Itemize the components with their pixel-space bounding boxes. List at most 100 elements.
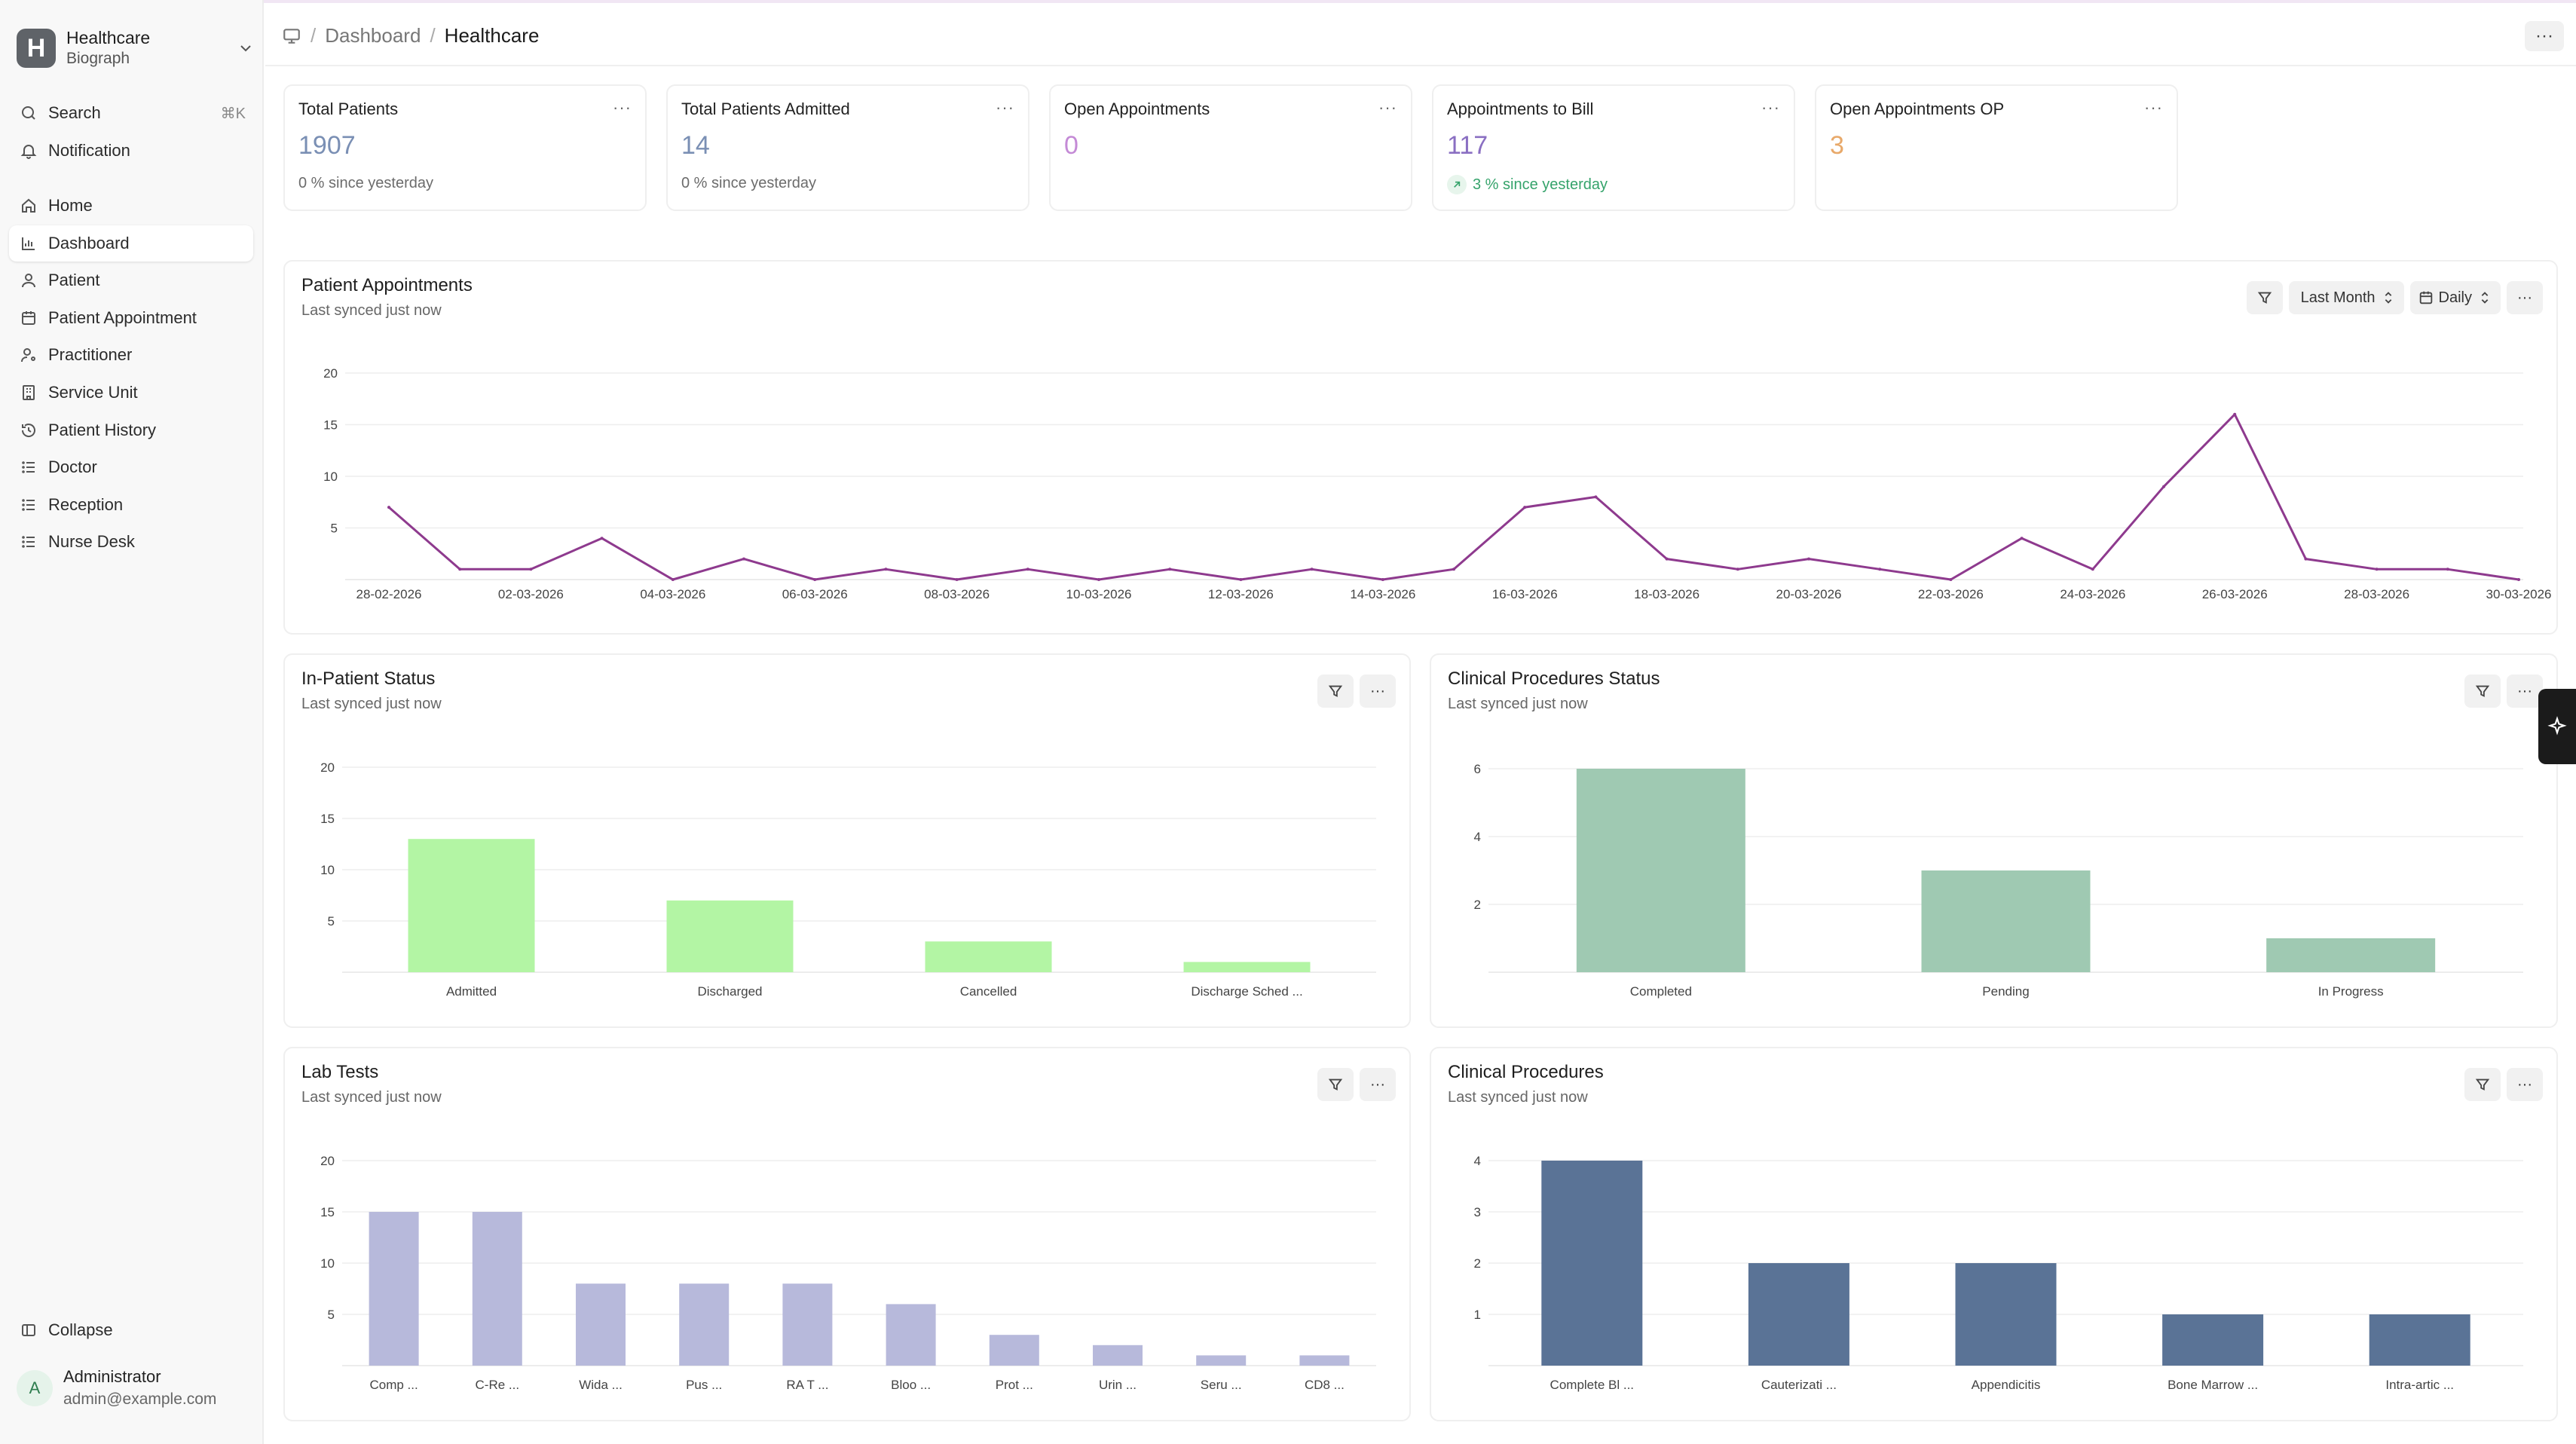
bar[interactable] — [666, 900, 794, 972]
filter-button[interactable] — [1317, 675, 1354, 708]
y-tick-label: 4 — [1474, 830, 1481, 844]
bar[interactable] — [1748, 1263, 1849, 1366]
data-point[interactable] — [1452, 568, 1455, 571]
kpi-delta: 0 % since yesterday — [298, 175, 433, 192]
kpi-title: Total Patients — [298, 99, 399, 118]
bar[interactable] — [408, 839, 535, 972]
kpi-menu-button[interactable]: ··· — [1378, 98, 1397, 117]
sidebar-item-label: Patient Appointment — [48, 307, 197, 327]
workspace-switcher[interactable]: H Healthcare Biograph — [17, 26, 255, 71]
sidebar-item-practitioner[interactable]: Practitioner — [9, 337, 253, 373]
data-point[interactable] — [600, 537, 604, 540]
breadcrumb-dashboard[interactable]: Dashboard — [325, 24, 421, 47]
bar[interactable] — [1183, 962, 1311, 972]
data-point[interactable] — [1736, 568, 1739, 571]
data-point[interactable] — [2446, 568, 2449, 571]
sidebar-item-service-unit[interactable]: Service Unit — [9, 375, 253, 411]
bar[interactable] — [925, 941, 1052, 972]
bar[interactable] — [679, 1283, 730, 1366]
kpi-menu-button[interactable]: ··· — [2144, 98, 2163, 117]
data-point[interactable] — [1523, 506, 1527, 509]
data-point[interactable] — [2517, 578, 2520, 581]
sidebar-item-patient[interactable]: Patient — [9, 262, 253, 298]
bar[interactable] — [1921, 870, 2091, 972]
data-point[interactable] — [1168, 568, 1172, 571]
chart-menu-button[interactable]: ··· — [1360, 1068, 1396, 1101]
data-point[interactable] — [1310, 568, 1314, 571]
bar[interactable] — [1541, 1161, 1643, 1366]
series-line[interactable] — [388, 413, 2519, 581]
bar[interactable] — [782, 1283, 833, 1366]
data-point[interactable] — [2233, 412, 2237, 416]
data-point[interactable] — [1878, 568, 1882, 571]
sidebar-item-home[interactable]: Home — [9, 188, 253, 224]
data-point[interactable] — [884, 568, 888, 571]
ai-assistant-button[interactable] — [2538, 689, 2576, 764]
granularity-select[interactable]: Daily — [2409, 281, 2501, 314]
bar[interactable] — [2369, 1314, 2470, 1366]
data-point[interactable] — [955, 578, 959, 581]
data-point[interactable] — [2375, 568, 2379, 571]
collapse-button[interactable]: Collapse — [9, 1312, 253, 1348]
filter-button[interactable] — [2246, 281, 2283, 314]
data-point[interactable] — [742, 557, 745, 561]
data-point[interactable] — [1381, 578, 1384, 581]
bar[interactable] — [2162, 1314, 2264, 1366]
sidebar-item-dashboard[interactable]: Dashboard — [9, 225, 253, 262]
sidebar-item-patient-history[interactable]: Patient History — [9, 412, 253, 448]
user-menu[interactable]: A Administrator admin@example.com — [17, 1366, 216, 1411]
sidebar-item-patient-appointment[interactable]: Patient Appointment — [9, 300, 253, 336]
chart-menu-button[interactable]: ··· — [1360, 675, 1396, 708]
bar[interactable] — [1196, 1355, 1247, 1366]
data-point[interactable] — [2304, 557, 2308, 561]
kpi-menu-button[interactable]: ··· — [1761, 98, 1780, 117]
chart-menu-button[interactable]: ··· — [2507, 281, 2543, 314]
kpi-menu-button[interactable]: ··· — [613, 98, 632, 117]
filter-button[interactable] — [1317, 1068, 1354, 1101]
bar[interactable] — [472, 1212, 522, 1366]
bar[interactable] — [989, 1335, 1039, 1366]
bar[interactable] — [1576, 769, 1745, 972]
bar[interactable] — [1955, 1263, 2057, 1366]
data-point[interactable] — [813, 578, 817, 581]
chart-menu-button[interactable]: ··· — [2507, 1068, 2543, 1101]
filter-button[interactable] — [2464, 1068, 2501, 1101]
sidebar-search[interactable]: Search ⌘K — [9, 95, 253, 131]
bar[interactable] — [2266, 938, 2436, 972]
data-point[interactable] — [1665, 557, 1669, 561]
chevron-down-icon — [240, 45, 251, 52]
data-point[interactable] — [1239, 578, 1243, 581]
bar[interactable] — [576, 1283, 626, 1366]
x-tick-label: Seru ... — [1201, 1378, 1242, 1392]
chart-menu-button[interactable]: ··· — [2507, 675, 2543, 708]
page-menu-button[interactable]: ··· — [2525, 21, 2564, 51]
kpi-menu-button[interactable]: ··· — [996, 98, 1014, 117]
sidebar-item-nurse-desk[interactable]: Nurse Desk — [9, 524, 253, 560]
period-select[interactable]: Last Month — [2288, 281, 2404, 314]
data-point[interactable] — [1097, 578, 1100, 581]
x-tick-label: Comp ... — [369, 1378, 418, 1392]
bar[interactable] — [1093, 1345, 1143, 1366]
breadcrumb-sep: / — [311, 24, 317, 47]
data-point[interactable] — [387, 506, 390, 509]
data-point[interactable] — [1026, 568, 1029, 571]
data-point[interactable] — [458, 568, 462, 571]
data-point[interactable] — [1949, 578, 1953, 581]
data-point[interactable] — [671, 578, 675, 581]
data-point[interactable] — [529, 568, 533, 571]
kpi-delta: 3 % since yesterday — [1447, 175, 1608, 194]
x-tick-label: 04-03-2026 — [640, 587, 705, 601]
bar[interactable] — [369, 1212, 419, 1366]
data-point[interactable] — [2020, 537, 2024, 540]
data-point[interactable] — [1807, 557, 1810, 561]
x-tick-label: 16-03-2026 — [1492, 587, 1558, 601]
data-point[interactable] — [2091, 568, 2094, 571]
bar[interactable] — [1299, 1355, 1350, 1366]
sidebar-item-reception[interactable]: Reception — [9, 487, 253, 523]
filter-button[interactable] — [2464, 675, 2501, 708]
bar[interactable] — [886, 1304, 936, 1366]
data-point[interactable] — [1594, 495, 1598, 499]
data-point[interactable] — [2162, 485, 2165, 488]
sidebar-item-doctor[interactable]: Doctor — [9, 449, 253, 485]
sidebar-notification[interactable]: Notification — [9, 133, 253, 169]
